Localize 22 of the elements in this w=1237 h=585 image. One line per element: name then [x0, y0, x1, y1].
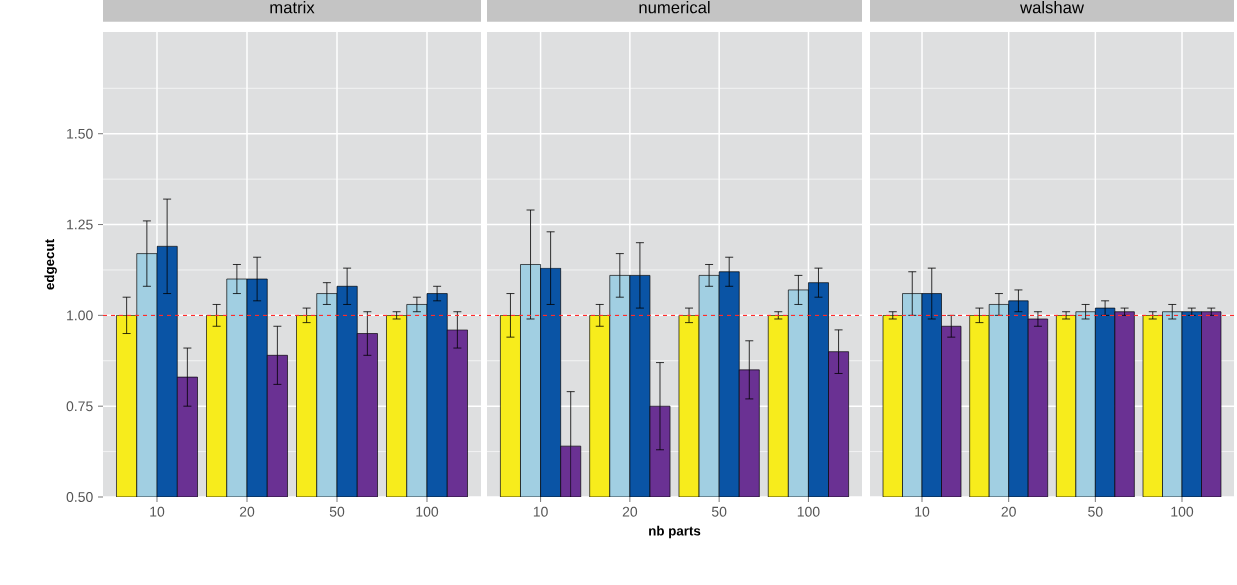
chart-title: numerical [639, 1, 710, 14]
x-tick-label: 10 [915, 506, 930, 517]
y-tick-label: 1.00 [67, 310, 93, 321]
x-tick-label: 100 [1171, 506, 1194, 517]
x-tick-label: 20 [239, 506, 255, 517]
y-tick-label: 0.50 [66, 492, 93, 502]
x-tick-label: 10 [150, 506, 165, 517]
x-tick-label: 50 [711, 506, 727, 517]
x-tick-label: 10 [533, 506, 548, 517]
x-tick-label: 50 [329, 506, 345, 517]
y-tick-label: 1.50 [67, 128, 93, 139]
x-axis-title: nb parts [649, 525, 701, 539]
chart-title: walshaw [1020, 1, 1085, 14]
y-axis-title: edgecut [44, 239, 57, 290]
x-tick-label: 20 [622, 506, 638, 517]
x-tick-label: 20 [1001, 506, 1016, 517]
x-tick-label: 100 [797, 506, 820, 517]
chart-title: matrix [270, 1, 315, 14]
x-tick-label: 100 [416, 506, 439, 517]
y-tick-label: 0.75 [66, 401, 93, 412]
x-tick-label: 50 [1088, 506, 1103, 517]
y-tick-label: 1.25 [67, 219, 93, 230]
